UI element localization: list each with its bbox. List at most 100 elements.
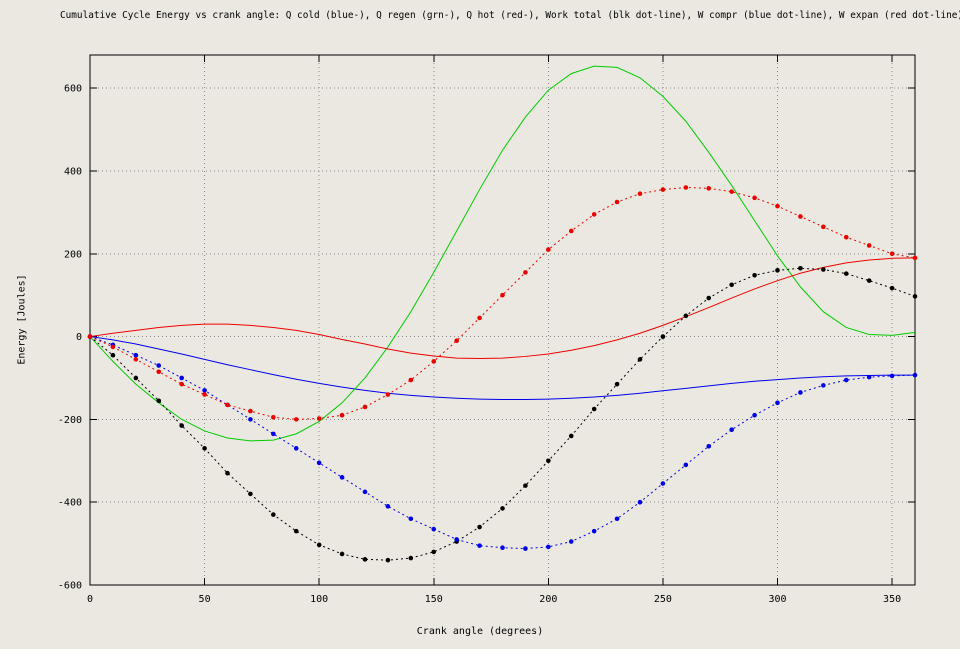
series-marker-w-compr bbox=[362, 489, 368, 495]
series-marker-w-compr bbox=[798, 390, 803, 395]
series-marker-w-expan bbox=[431, 359, 437, 364]
series-marker-work-total bbox=[866, 278, 872, 283]
series-marker-w-compr bbox=[248, 417, 253, 422]
series-marker-w-expan bbox=[752, 195, 757, 201]
series-marker-w-compr bbox=[775, 400, 780, 406]
series-marker-w-expan bbox=[500, 292, 505, 298]
series-marker-w-compr bbox=[271, 431, 276, 437]
series-marker-w-expan bbox=[339, 412, 345, 418]
series-marker-w-compr bbox=[752, 412, 757, 418]
series-marker-w-expan bbox=[248, 408, 253, 414]
y-tick-label: 200 bbox=[64, 249, 82, 260]
series-marker-w-expan bbox=[546, 247, 551, 252]
series-marker-w-expan bbox=[706, 186, 712, 191]
series-marker-w-compr bbox=[546, 544, 551, 550]
series-marker-w-expan bbox=[866, 243, 872, 248]
series-marker-w-expan bbox=[843, 234, 849, 240]
series-marker-w-expan bbox=[729, 189, 734, 194]
series-marker-work-total bbox=[248, 491, 253, 497]
series-marker-work-total bbox=[660, 334, 666, 339]
chart-title: Cumulative Cycle Energy vs crank angle: … bbox=[60, 10, 960, 21]
series-marker-w-compr bbox=[179, 375, 184, 381]
series-marker-w-compr bbox=[591, 528, 597, 534]
series-marker-work-total bbox=[408, 555, 414, 561]
x-tick-label: 200 bbox=[539, 594, 557, 605]
series-marker-w-expan bbox=[87, 334, 93, 339]
series-marker-w-compr bbox=[454, 537, 459, 542]
x-tick-label: 0 bbox=[87, 594, 93, 605]
series-marker-w-compr bbox=[660, 481, 666, 486]
x-tick-label: 350 bbox=[883, 594, 901, 605]
series-marker-w-compr bbox=[477, 543, 482, 548]
y-tick-label: -600 bbox=[58, 581, 82, 592]
y-tick-label: -400 bbox=[58, 498, 82, 509]
series-marker-w-expan bbox=[523, 270, 528, 275]
series-marker-w-compr bbox=[339, 475, 345, 480]
series-marker-work-total bbox=[225, 470, 230, 476]
series-marker-w-compr bbox=[293, 446, 299, 451]
series-marker-work-total bbox=[385, 557, 391, 563]
series-marker-w-compr bbox=[568, 539, 574, 544]
series-marker-work-total bbox=[156, 398, 162, 404]
series-marker-work-total bbox=[202, 446, 207, 451]
series-line-q-cold bbox=[89, 336, 915, 400]
series-marker-w-expan bbox=[912, 255, 918, 261]
series-marker-work-total bbox=[523, 483, 528, 488]
series-marker-work-total bbox=[614, 381, 620, 387]
series-marker-w-expan bbox=[408, 377, 414, 383]
series-marker-work-total bbox=[889, 285, 895, 291]
series-marker-work-total bbox=[179, 423, 184, 428]
series-marker-w-compr bbox=[316, 460, 322, 466]
series-marker-w-expan bbox=[385, 392, 391, 397]
series-marker-w-expan bbox=[591, 212, 597, 217]
series-marker-work-total bbox=[110, 352, 116, 358]
series-marker-work-total bbox=[752, 272, 757, 278]
series-marker-w-compr bbox=[202, 388, 207, 393]
series-marker-w-expan bbox=[179, 381, 184, 387]
series-marker-w-compr bbox=[385, 504, 391, 509]
x-tick-label: 250 bbox=[654, 594, 672, 605]
series-marker-work-total bbox=[431, 549, 437, 555]
series-marker-w-expan bbox=[477, 315, 482, 321]
series-line-q-hot bbox=[89, 257, 916, 360]
series-marker-work-total bbox=[706, 295, 712, 301]
series-marker-w-expan bbox=[775, 203, 780, 209]
series-marker-w-compr bbox=[637, 499, 643, 505]
series-marker-w-expan bbox=[362, 404, 368, 410]
series-marker-w-expan bbox=[271, 415, 276, 420]
series-marker-w-compr bbox=[523, 546, 528, 551]
series-marker-w-expan bbox=[110, 344, 116, 350]
series-marker-work-total bbox=[821, 267, 826, 272]
series-marker-work-total bbox=[775, 268, 780, 273]
series-marker-w-expan bbox=[889, 251, 895, 257]
series-marker-w-expan bbox=[316, 416, 322, 421]
y-tick-label: 400 bbox=[64, 166, 82, 177]
series-marker-w-compr bbox=[889, 373, 895, 379]
series-marker-w-expan bbox=[683, 185, 689, 190]
series-marker-work-total bbox=[271, 512, 276, 517]
x-tick-label: 100 bbox=[310, 594, 328, 605]
series-marker-w-expan bbox=[202, 392, 207, 397]
x-tick-label: 50 bbox=[199, 594, 211, 605]
x-tick-label: 150 bbox=[425, 594, 443, 605]
series-marker-w-expan bbox=[568, 228, 574, 234]
series-line-w-expan bbox=[89, 186, 916, 420]
series-marker-work-total bbox=[546, 458, 551, 464]
series-marker-work-total bbox=[729, 282, 734, 288]
series-marker-w-compr bbox=[729, 427, 734, 433]
series-marker-w-expan bbox=[614, 199, 620, 205]
y-tick-label: -200 bbox=[58, 415, 82, 426]
series-marker-work-total bbox=[362, 557, 368, 562]
series-marker-w-compr bbox=[912, 372, 918, 378]
series-marker-w-expan bbox=[156, 369, 162, 375]
series-marker-work-total bbox=[912, 294, 918, 299]
series-marker-work-total bbox=[798, 265, 803, 271]
plot-border bbox=[89, 54, 916, 586]
series-marker-w-expan bbox=[454, 338, 459, 344]
series-line-q-regen bbox=[89, 65, 916, 442]
series-line-w-compr bbox=[89, 336, 916, 550]
series-marker-work-total bbox=[843, 271, 849, 276]
series-marker-w-compr bbox=[431, 526, 437, 532]
series-marker-w-expan bbox=[637, 191, 643, 197]
